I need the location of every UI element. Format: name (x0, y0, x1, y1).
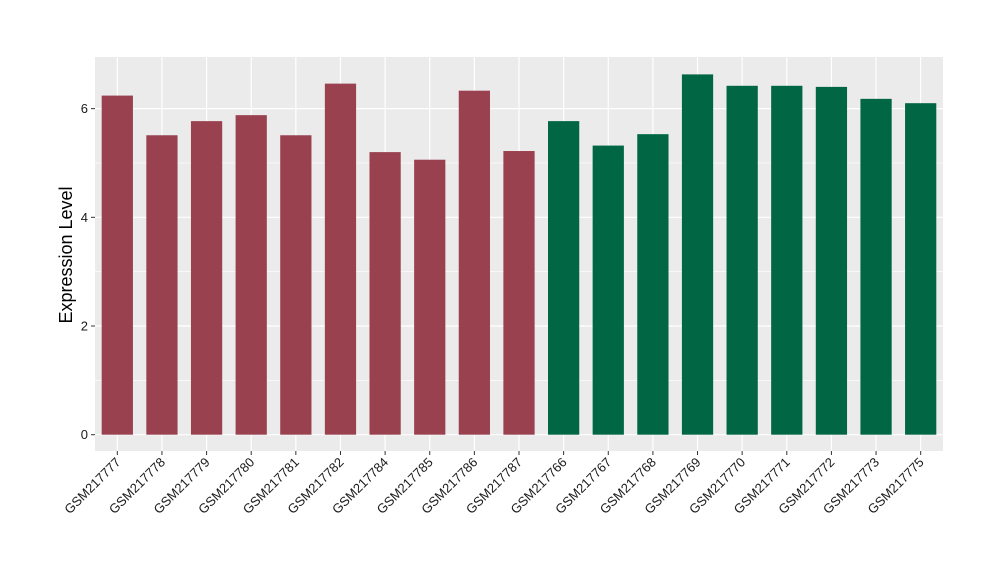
bar (681, 74, 714, 435)
bar (592, 145, 624, 435)
y-tick-label: 2 (81, 319, 88, 334)
x-axis: GSM217777GSM217778GSM217779GSM217780GSM2… (61, 451, 927, 517)
bar (369, 152, 401, 435)
bar (503, 151, 535, 435)
bar (414, 159, 446, 435)
bar (771, 85, 803, 435)
bar (146, 135, 178, 435)
y-tick-label: 0 (81, 427, 88, 442)
bar (860, 98, 892, 435)
bar (235, 115, 267, 435)
y-axis: 0 2 4 6 (81, 101, 95, 442)
bar (726, 85, 758, 435)
bars-group (101, 74, 937, 435)
bar (324, 83, 357, 435)
bar (905, 103, 937, 435)
bar (101, 95, 133, 435)
bar (280, 135, 312, 435)
bar (637, 134, 669, 435)
bar (190, 121, 223, 435)
bar (815, 86, 848, 435)
y-axis-label: Expression Level (56, 186, 76, 323)
bar (458, 90, 490, 435)
bar (548, 121, 580, 435)
y-tick-label: 6 (81, 101, 88, 116)
y-tick-label: 4 (81, 210, 88, 225)
